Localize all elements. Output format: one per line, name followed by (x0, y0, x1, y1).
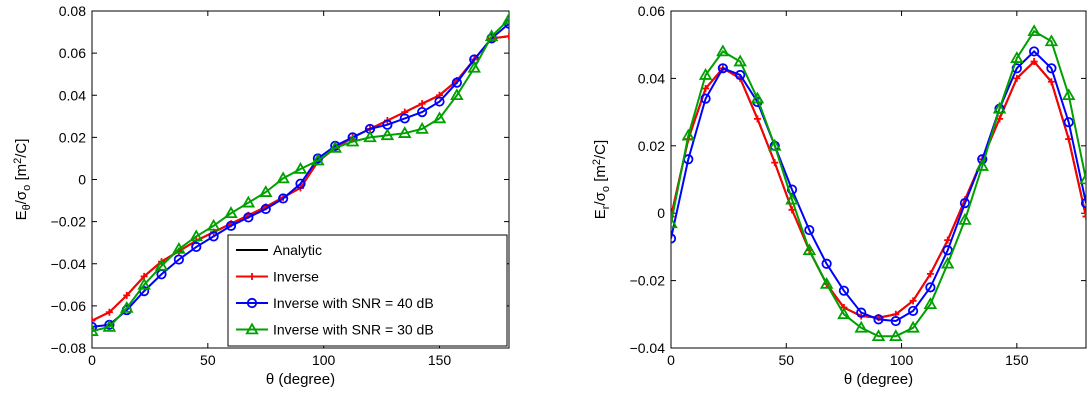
y-tick-label: −0.02 (51, 214, 87, 230)
y-tick-label: 0 (657, 205, 665, 221)
series-line (671, 31, 1086, 336)
x-axis-label: θ (degree) (266, 371, 335, 388)
x-axis-label: θ (degree) (844, 371, 913, 388)
series-2 (668, 58, 1090, 321)
plus-marker (771, 159, 778, 166)
y-tick-label: 0.08 (59, 3, 86, 19)
legend: Analytic Inverse Inverse with SNR = 40 dB I… (228, 235, 507, 346)
y-axis-label: Eθ/σo [m2/C] (12, 139, 33, 221)
y-axis-label: Er/σo [m2/C] (591, 140, 612, 219)
x-tick-label: 50 (778, 352, 794, 368)
series-line (671, 51, 1086, 321)
x-tick-label: 100 (890, 352, 914, 368)
y-tick-label: 0.04 (59, 87, 86, 103)
x-tick-label: 0 (88, 352, 96, 368)
chart-panel-1: 0 50 100 150 −0.08 −0.06 −0.04 −0.02 0 0.02 0.04 0.… (12, 3, 514, 388)
data-series-group (666, 26, 1090, 340)
y-tick-label: 0.02 (638, 138, 665, 154)
y-tick-label: −0.06 (51, 298, 87, 314)
series-3 (667, 47, 1090, 325)
y-tick-label: 0.02 (59, 129, 86, 145)
plus-marker (754, 115, 761, 122)
legend-label: Inverse with SNR = 40 dB (273, 295, 434, 311)
y-tick-label: −0.04 (630, 340, 666, 356)
legend-label: Inverse with SNR = 30 dB (273, 322, 434, 338)
series-line (671, 62, 1086, 318)
series-1 (671, 62, 1086, 318)
y-tick-label: 0 (78, 172, 86, 188)
legend-label: Inverse (273, 269, 319, 285)
x-tick-label: 0 (667, 352, 675, 368)
y-tick-label: 0.06 (59, 45, 86, 61)
x-tick-label: 50 (200, 352, 216, 368)
x-tick-label: 150 (1005, 352, 1029, 368)
y-tick-label: −0.04 (51, 256, 87, 272)
series-line (671, 62, 1086, 318)
x-tick-label: 150 (428, 352, 452, 368)
plus-marker (1083, 213, 1090, 220)
y-tick-label: −0.02 (630, 273, 666, 289)
plus-marker (419, 100, 426, 107)
plus-marker (506, 33, 513, 40)
y-tick-label: −0.08 (51, 340, 87, 356)
chart-panel-2: 0 50 100 150 −0.04 −0.02 0 0.02 0.04 0.06 θ (degre… (591, 3, 1090, 388)
y-tick-label: 0.04 (638, 70, 665, 86)
legend-label: Analytic (273, 242, 322, 258)
y-tick-label: 0.06 (638, 3, 665, 19)
x-tick-label: 100 (312, 352, 336, 368)
